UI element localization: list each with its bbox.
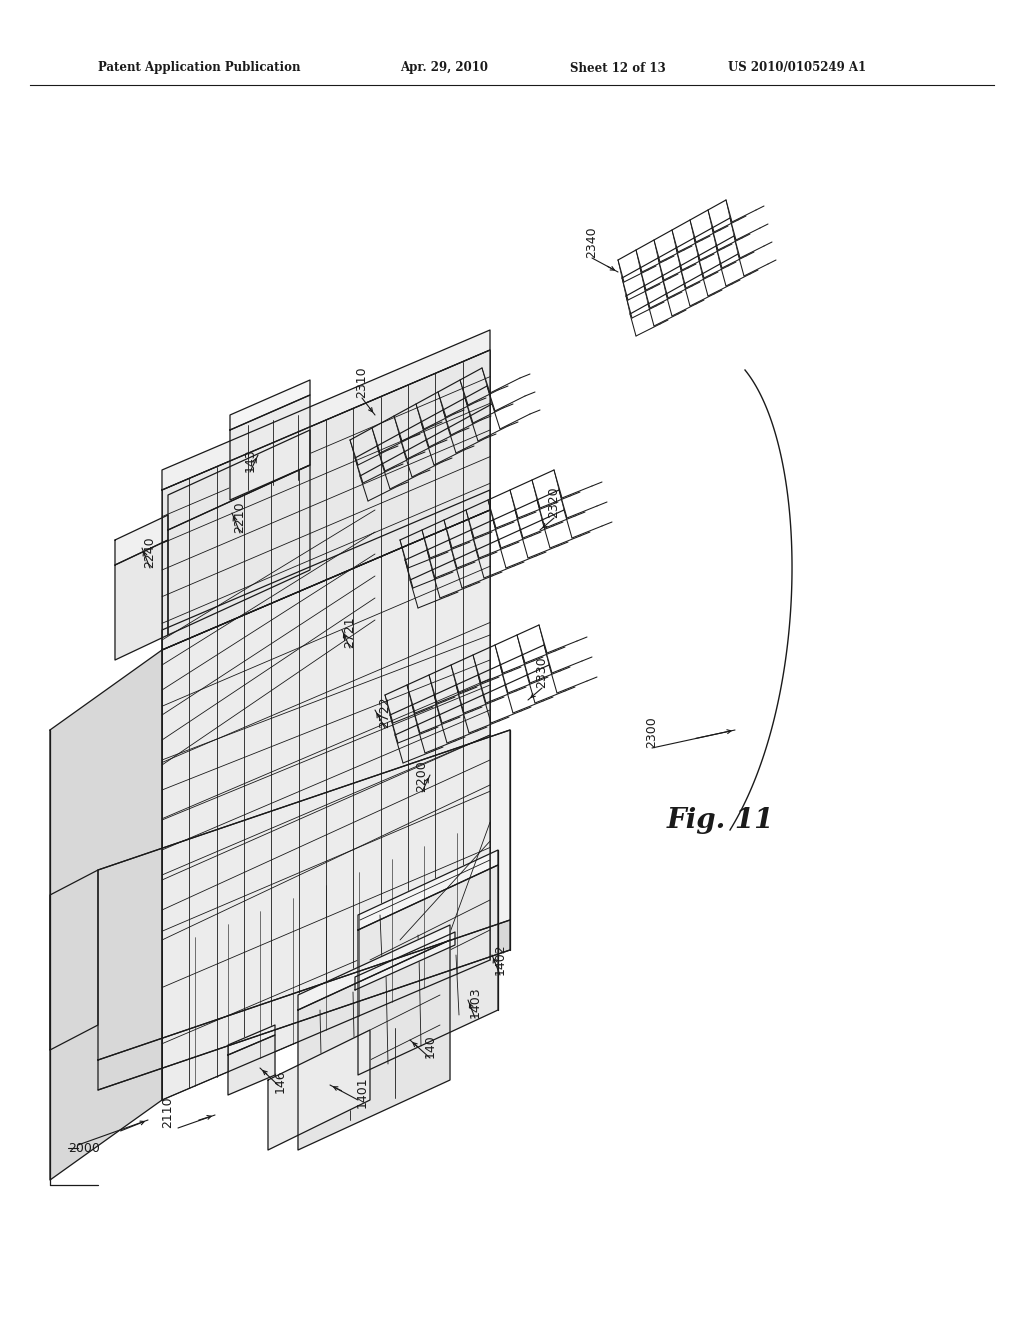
Text: 1401: 1401 xyxy=(355,1076,369,1107)
Polygon shape xyxy=(98,730,510,1060)
Polygon shape xyxy=(162,330,490,490)
Polygon shape xyxy=(162,490,490,649)
Text: 2330: 2330 xyxy=(536,656,549,688)
Polygon shape xyxy=(168,465,310,635)
Text: 2722: 2722 xyxy=(379,697,391,729)
Text: 1403: 1403 xyxy=(469,986,481,1018)
Polygon shape xyxy=(268,1030,370,1150)
Text: 2110: 2110 xyxy=(162,1097,174,1129)
Polygon shape xyxy=(115,515,168,565)
Text: 2300: 2300 xyxy=(645,717,658,748)
Text: 2721: 2721 xyxy=(343,616,356,648)
Polygon shape xyxy=(50,870,98,1049)
Text: Sheet 12 of 13: Sheet 12 of 13 xyxy=(570,62,666,74)
Polygon shape xyxy=(228,1035,275,1096)
Text: Apr. 29, 2010: Apr. 29, 2010 xyxy=(400,62,488,74)
Polygon shape xyxy=(358,850,498,931)
Polygon shape xyxy=(168,430,310,531)
Text: 2340: 2340 xyxy=(586,226,598,257)
Text: US 2010/0105249 A1: US 2010/0105249 A1 xyxy=(728,62,866,74)
Polygon shape xyxy=(162,350,490,649)
Text: 2200: 2200 xyxy=(416,760,428,792)
Text: 146: 146 xyxy=(273,1069,287,1093)
Text: 2000: 2000 xyxy=(68,1142,100,1155)
Polygon shape xyxy=(355,932,455,990)
Polygon shape xyxy=(230,380,310,430)
Text: 1402: 1402 xyxy=(494,944,507,975)
Text: 2320: 2320 xyxy=(548,486,560,517)
Polygon shape xyxy=(298,925,450,1010)
Polygon shape xyxy=(358,865,498,1074)
Text: 2210: 2210 xyxy=(233,502,247,533)
Text: 2310: 2310 xyxy=(355,367,369,399)
Polygon shape xyxy=(162,510,490,1100)
Polygon shape xyxy=(230,395,310,500)
Text: Fig. 11: Fig. 11 xyxy=(667,807,774,833)
Text: 140: 140 xyxy=(424,1035,436,1059)
Polygon shape xyxy=(298,940,450,1150)
Polygon shape xyxy=(50,649,162,1180)
Text: 143: 143 xyxy=(244,449,256,473)
Polygon shape xyxy=(98,920,510,1090)
Text: Patent Application Publication: Patent Application Publication xyxy=(98,62,300,74)
Polygon shape xyxy=(115,540,168,660)
Text: 2240: 2240 xyxy=(143,536,157,568)
Polygon shape xyxy=(228,1026,275,1055)
